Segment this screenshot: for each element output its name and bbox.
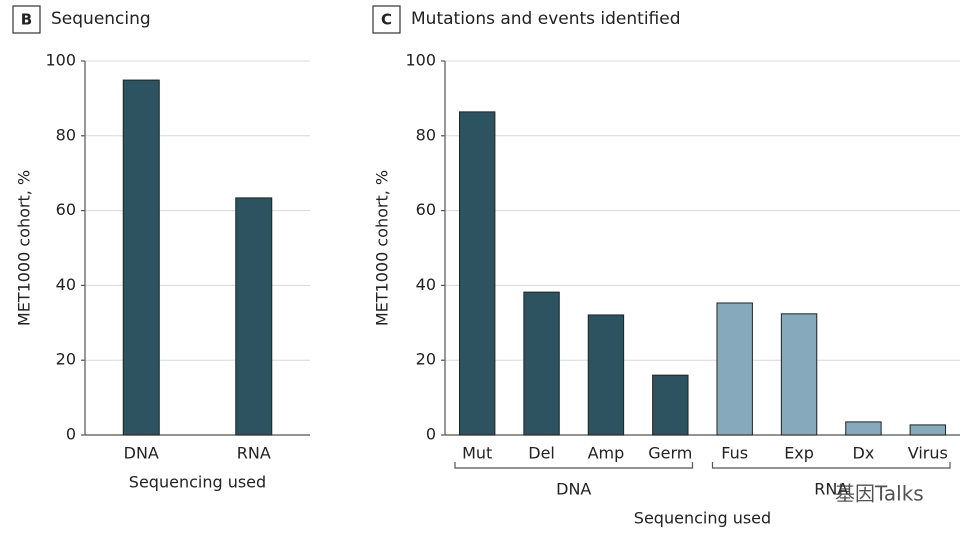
y-axis-label: MET1000 cohort, % <box>373 170 392 326</box>
group-label: RNA <box>814 480 848 499</box>
x-tick-label: Dx <box>853 444 875 463</box>
x-tick-label: RNA <box>237 444 271 463</box>
panel-box <box>12 5 41 34</box>
y-tick-label: 100 <box>45 51 76 70</box>
bar <box>235 197 273 436</box>
bar <box>652 374 689 436</box>
x-tick-label: Fus <box>721 444 748 463</box>
bar <box>909 424 947 436</box>
y-tick-label: 0 <box>426 425 436 444</box>
bar <box>122 79 160 436</box>
panel-label: C <box>381 11 392 29</box>
bar <box>845 421 882 436</box>
x-tick-label: Virus <box>908 444 948 463</box>
y-tick-label: 100 <box>405 51 436 70</box>
bar <box>523 291 560 436</box>
y-tick-label: 80 <box>56 125 76 144</box>
bar <box>780 313 818 436</box>
y-tick-label: 60 <box>416 200 436 219</box>
y-tick-label: 80 <box>416 125 436 144</box>
chart-title: Sequencing <box>51 9 151 29</box>
panel-label: B <box>21 11 32 29</box>
x-tick-label: Mut <box>462 444 492 463</box>
bar <box>587 314 625 436</box>
y-tick-label: 40 <box>416 275 436 294</box>
group-bracket <box>711 462 951 469</box>
chart-title: Mutations and events identified <box>411 9 681 29</box>
group-bracket <box>454 462 694 469</box>
x-tick-label: Del <box>528 444 555 463</box>
y-tick-label: 40 <box>56 275 76 294</box>
y-tick-label: 20 <box>56 350 76 369</box>
bar <box>716 302 753 436</box>
group-label: DNA <box>556 480 591 499</box>
y-axis-label: MET1000 cohort, % <box>15 170 34 326</box>
x-tick-label: Amp <box>588 444 625 463</box>
panel-box <box>372 5 401 34</box>
x-tick-label: Germ <box>648 444 692 463</box>
x-tick-label: Exp <box>784 444 814 463</box>
x-axis-label: Sequencing used <box>634 509 771 528</box>
y-tick-label: 60 <box>56 200 76 219</box>
y-tick-label: 20 <box>416 350 436 369</box>
x-tick-label: DNA <box>124 444 159 463</box>
x-axis-label: Sequencing used <box>129 473 266 492</box>
y-tick-label: 0 <box>66 425 76 444</box>
bar <box>458 111 496 436</box>
watermark: 基因Talks <box>835 482 924 506</box>
